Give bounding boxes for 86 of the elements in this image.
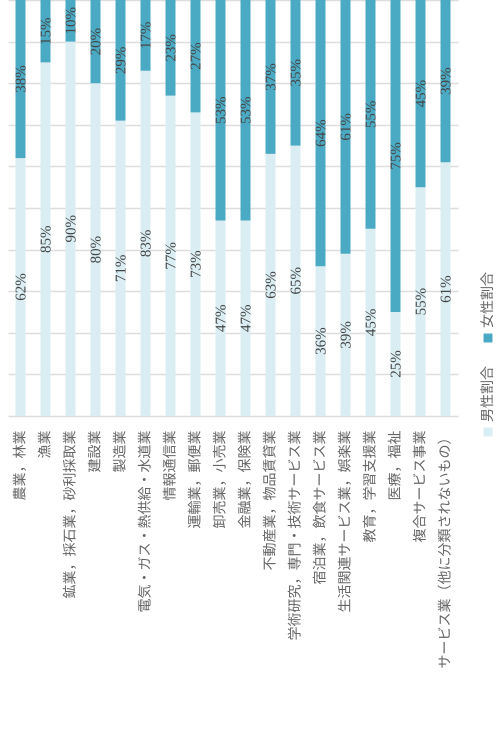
bar (366, 228, 376, 416)
data-label: 29% (114, 46, 130, 74)
data-label: 23% (164, 34, 180, 62)
data-label: 85% (38, 225, 54, 253)
data-label: 25% (388, 350, 404, 378)
x-tick-label: 製造業 (112, 430, 128, 472)
bar (190, 0, 200, 112)
data-label: 15% (38, 17, 54, 45)
x-tick-label: 不動産業，物品賃貸業 (262, 430, 278, 570)
bar (216, 220, 226, 416)
x-tick-label: 生活関連サービス業，娯楽業 (338, 430, 354, 612)
text: 男性割合 (480, 366, 496, 422)
data-label: 55% (364, 100, 380, 128)
bar (266, 0, 276, 154)
data-label: 61% (438, 275, 454, 303)
bar (340, 254, 350, 416)
bar (90, 83, 100, 416)
data-label: 64% (314, 119, 330, 147)
data-label: 45% (364, 308, 380, 336)
bar (316, 266, 326, 416)
data-label: 63% (264, 271, 280, 299)
bar (116, 120, 126, 416)
bar (416, 187, 426, 416)
data-label: 83% (138, 230, 154, 258)
x-tick-label: 電気・ガス・熱供給・水道業 (138, 430, 154, 612)
bar (140, 70, 150, 416)
data-label: 65% (288, 267, 304, 295)
x-tick-label: 宿泊業，飲食サービス業 (312, 430, 328, 584)
bar (16, 158, 26, 416)
data-label: 55% (414, 288, 430, 316)
x-tick-label: 建設業 (88, 430, 104, 472)
x-tick-label: 漁業 (38, 430, 54, 458)
data-label: 47% (238, 304, 254, 332)
bar (166, 96, 176, 416)
data-label: 75% (388, 142, 404, 170)
bar (240, 220, 250, 416)
bar (190, 112, 200, 416)
x-tick-label: 卸売業，小売業 (212, 430, 228, 528)
bar (16, 0, 26, 158)
bar (340, 0, 350, 254)
bar (216, 0, 226, 220)
x-tick-label: 医療，福祉 (388, 430, 404, 500)
data-label: 39% (338, 321, 354, 349)
data-label: 77% (164, 242, 180, 270)
bar (366, 0, 376, 229)
bar (290, 146, 300, 416)
data-label: 36% (314, 327, 330, 355)
data-label: 80% (88, 236, 104, 264)
data-label: 90% (64, 215, 80, 243)
data-label: 17% (138, 22, 154, 50)
data-label: 37% (264, 63, 280, 91)
bar (440, 162, 450, 416)
data-label: 27% (188, 42, 204, 70)
bar (440, 0, 450, 162)
x-tick-label: 教育，学習支援業 (362, 430, 378, 542)
data-label: 73% (188, 250, 204, 278)
bar (316, 0, 326, 266)
data-label: 53% (238, 96, 254, 124)
x-tick-label: サービス業（他に分類されないもの） (438, 430, 454, 668)
bar (290, 0, 300, 146)
bar (66, 42, 76, 416)
data-label: 45% (414, 80, 430, 108)
data-label: 10% (64, 7, 80, 35)
data-label: 39% (438, 67, 454, 95)
data-label: 20% (88, 28, 104, 56)
data-label: 47% (214, 304, 230, 332)
data-label: 38% (14, 65, 30, 93)
x-tick-label: 情報通信業 (162, 430, 178, 500)
x-tick-label: 農業，林業 (12, 430, 28, 500)
x-tick-label: 複合サービス事業 (412, 430, 428, 542)
x-tick-label: 鉱業，採石業，砂利採取業 (62, 430, 78, 598)
x-tick-label: 金融業，保険業 (238, 430, 254, 528)
data-label: 53% (214, 96, 230, 124)
bar (40, 62, 50, 416)
data-label: 35% (288, 59, 304, 87)
bar (240, 0, 250, 220)
bar (416, 0, 426, 188)
bar (266, 154, 276, 416)
text: 女性割合 (480, 272, 496, 328)
bar (390, 0, 400, 312)
data-label: 62% (14, 273, 30, 301)
data-label: 71% (114, 254, 130, 282)
bar (116, 0, 126, 121)
x-tick-label: 学術研究，専門・技術サービス業 (288, 430, 304, 640)
x-tick-label: 運輸業，郵便業 (188, 430, 204, 528)
data-label: 61% (338, 113, 354, 141)
